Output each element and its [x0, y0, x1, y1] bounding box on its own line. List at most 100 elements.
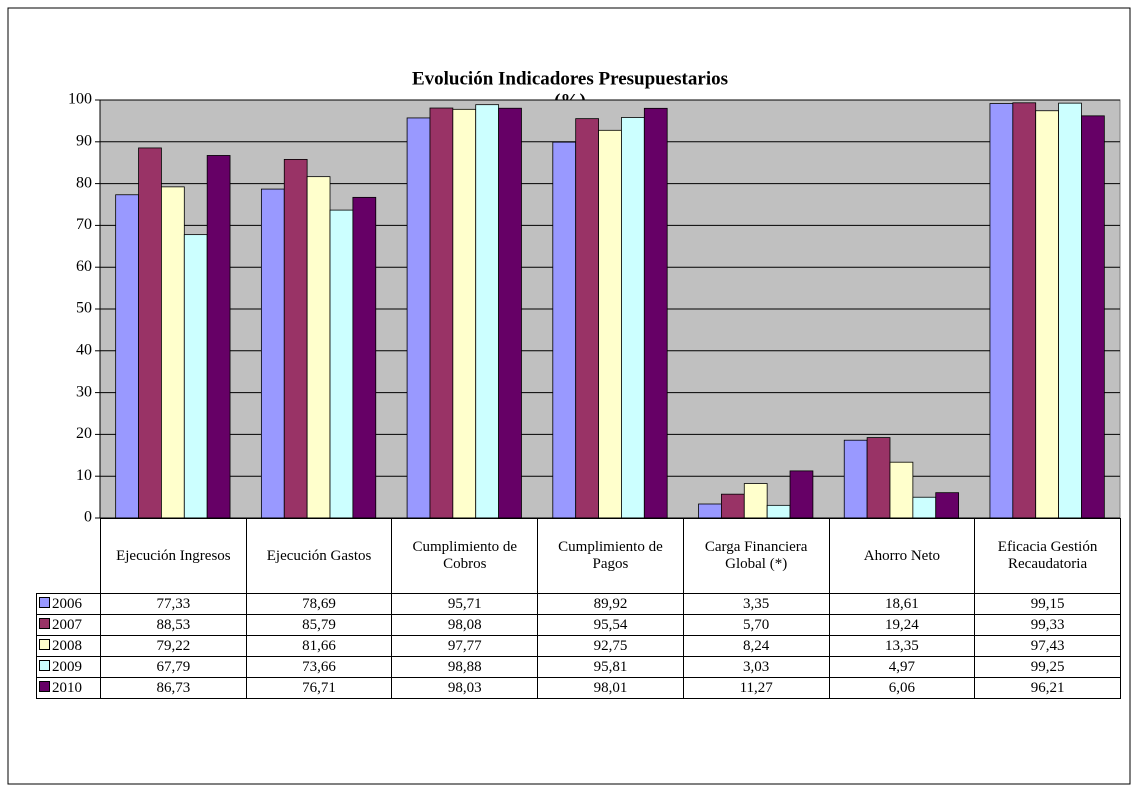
value-label: 95,54 — [537, 614, 684, 636]
bar — [498, 107, 522, 519]
legend-swatch — [39, 617, 50, 629]
y-tick-label: 90 — [76, 132, 92, 149]
value-label: 96,21 — [974, 677, 1121, 699]
bar — [866, 437, 891, 519]
bar — [743, 483, 768, 519]
bar — [329, 209, 354, 519]
value-label: 85,79 — [245, 614, 393, 636]
value-label: 97,43 — [974, 635, 1121, 657]
bar — [720, 493, 745, 519]
value-label: 97,77 — [391, 635, 539, 657]
bar — [889, 461, 914, 519]
legend-swatch — [39, 638, 50, 650]
bar — [429, 107, 454, 519]
y-tick-label: 10 — [76, 467, 92, 484]
bar — [406, 117, 431, 519]
value-label: 4,97 — [828, 656, 976, 678]
value-label: 19,24 — [828, 614, 976, 636]
category-label: Ahorro Neto — [828, 518, 976, 594]
legend-cell: 2007 — [36, 614, 101, 636]
bar — [1058, 102, 1082, 519]
bar — [206, 155, 231, 519]
bar — [306, 176, 331, 519]
value-label: 78,69 — [245, 593, 393, 615]
value-label: 99,25 — [974, 656, 1121, 678]
bar — [115, 194, 139, 519]
value-label: 99,33 — [974, 614, 1121, 636]
bar — [789, 470, 814, 519]
value-label: 98,01 — [537, 677, 684, 699]
value-label: 77,33 — [100, 593, 247, 615]
y-tick-label: 0 — [84, 509, 92, 526]
bar — [552, 141, 577, 519]
value-label: 11,27 — [682, 677, 830, 699]
bar — [912, 496, 937, 519]
value-label: 92,75 — [537, 635, 684, 657]
value-label: 13,35 — [828, 635, 976, 657]
value-label: 76,71 — [245, 677, 393, 699]
value-label: 3,03 — [682, 656, 830, 678]
value-label: 8,24 — [682, 635, 830, 657]
bar — [598, 129, 622, 519]
data-table: Ejecución Ingresos Ejecución Gastos Cumpli… — [36, 518, 1121, 699]
bar — [475, 104, 500, 519]
value-label: 67,79 — [100, 656, 247, 678]
legend-cell: 2008 — [36, 635, 101, 657]
value-label: 99,15 — [974, 593, 1121, 615]
category-label: Carga Financiera Global (*) — [682, 518, 830, 594]
bar — [260, 188, 285, 519]
y-tick-label: 30 — [76, 383, 92, 400]
legend-swatch — [39, 596, 50, 608]
y-tick-label: 70 — [76, 216, 92, 233]
bar — [1012, 102, 1037, 519]
category-label: Cumplimiento de Pagos — [537, 518, 684, 594]
bar — [935, 492, 960, 519]
value-label: 5,70 — [682, 614, 830, 636]
value-label: 81,66 — [245, 635, 393, 657]
bar — [843, 439, 868, 519]
bar — [766, 504, 791, 519]
legend-label: 2008 — [52, 637, 82, 654]
value-label: 6,06 — [828, 677, 976, 699]
value-label: 18,61 — [828, 593, 976, 615]
value-label: 95,81 — [537, 656, 684, 678]
chart-title: Evolución Indicadores Presupuestarios — [412, 68, 728, 89]
value-label: 89,92 — [537, 593, 684, 615]
bar — [352, 196, 377, 519]
value-label: 98,88 — [391, 656, 539, 678]
bar — [161, 186, 185, 519]
series-row: 2006 77,33 78,69 95,71 89,92 3,35 18,61 99,15 — [36, 593, 1121, 615]
category-label: Ejecución Gastos — [245, 518, 393, 594]
category-label: Cumplimiento de Cobros — [391, 518, 539, 594]
value-label: 88,53 — [100, 614, 247, 636]
bar — [621, 117, 645, 519]
value-label: 95,71 — [391, 593, 539, 615]
y-tick-label: 50 — [76, 300, 92, 317]
category-label: Eficacia Gestión Recaudatoria — [974, 518, 1121, 594]
bar — [698, 503, 722, 519]
bar — [138, 147, 162, 519]
bar — [989, 103, 1014, 519]
series-row: 2008 79,22 81,66 97,77 92,75 8,24 13,35 97,43 — [36, 635, 1121, 657]
y-tick-label: 100 — [68, 91, 92, 108]
blank-cell — [36, 518, 101, 594]
bar — [1081, 115, 1105, 519]
bar — [575, 118, 599, 519]
legend-label: 2010 — [52, 679, 82, 696]
legend-swatch — [39, 680, 50, 692]
series-row: 2010 86,73 76,71 98,03 98,01 11,27 6,06 96,21 — [36, 677, 1121, 699]
bar — [283, 158, 308, 519]
bar — [1035, 110, 1059, 519]
y-tick-label: 40 — [76, 341, 92, 358]
value-label: 86,73 — [100, 677, 247, 699]
bar — [452, 108, 477, 519]
y-tick-label: 60 — [76, 258, 92, 275]
series-row: 2007 88,53 85,79 98,08 95,54 5,70 19,24 99,33 — [36, 614, 1121, 636]
legend-label: 2009 — [52, 658, 82, 675]
legend-cell: 2006 — [36, 593, 101, 615]
category-label: Ejecución Ingresos — [100, 518, 247, 594]
legend-label: 2007 — [52, 616, 82, 633]
value-label: 98,08 — [391, 614, 539, 636]
legend-label: 2006 — [52, 595, 82, 612]
